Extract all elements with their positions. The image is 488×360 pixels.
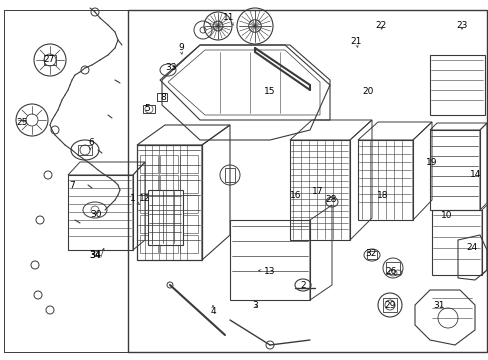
Text: 9: 9 [178, 42, 183, 51]
Text: 8: 8 [160, 93, 165, 102]
Text: 6: 6 [88, 139, 94, 148]
Bar [429, 130, 479, 210]
Text: 17: 17 [312, 188, 323, 197]
Bar [180, 215, 198, 233]
Bar [160, 235, 178, 253]
Text: 28: 28 [325, 195, 336, 204]
Bar [180, 235, 198, 253]
Bar [180, 155, 198, 173]
Text: 24: 24 [466, 243, 477, 252]
Text: 18: 18 [376, 192, 388, 201]
Bar [382, 298, 396, 312]
Bar [160, 155, 178, 173]
Text: 21: 21 [349, 37, 361, 46]
Text: 30: 30 [90, 211, 102, 220]
Text: 4: 4 [210, 307, 215, 316]
Bar [357, 140, 412, 220]
Text: 31: 31 [432, 301, 444, 310]
Bar [385, 262, 399, 274]
Text: 33: 33 [165, 63, 176, 72]
Bar [180, 195, 198, 213]
Text: 7: 7 [69, 181, 75, 190]
Bar [180, 175, 198, 193]
Bar [128, 10, 486, 352]
Bar [160, 175, 178, 193]
Bar [78, 145, 92, 155]
Text: 22: 22 [375, 21, 386, 30]
Bar [160, 195, 178, 213]
Text: 11: 11 [223, 13, 234, 22]
Text: 5: 5 [144, 104, 149, 113]
Text: 25: 25 [16, 118, 28, 127]
Text: 20: 20 [362, 87, 373, 96]
Bar [140, 235, 158, 253]
Text: 34: 34 [89, 251, 101, 260]
Text: 16: 16 [290, 192, 301, 201]
Text: 34: 34 [89, 250, 101, 260]
Text: 12: 12 [139, 194, 150, 203]
Bar [44, 55, 56, 65]
Text: 23: 23 [455, 21, 467, 30]
Bar [224, 168, 235, 182]
Bar [157, 93, 167, 101]
Text: 26: 26 [385, 267, 396, 276]
Bar [160, 215, 178, 233]
Text: 13: 13 [264, 267, 275, 276]
Bar [140, 215, 158, 233]
Text: 14: 14 [469, 171, 481, 180]
Bar [229, 220, 309, 300]
Bar [140, 195, 158, 213]
Bar [429, 55, 484, 115]
Text: 3: 3 [252, 301, 257, 310]
Bar [68, 175, 133, 250]
Text: 15: 15 [264, 87, 275, 96]
Bar [140, 175, 158, 193]
Text: 27: 27 [43, 55, 55, 64]
Bar [142, 105, 155, 113]
Bar [366, 251, 376, 259]
Bar [137, 145, 202, 260]
Text: 19: 19 [426, 158, 437, 167]
Text: 1: 1 [130, 194, 136, 203]
Text: 29: 29 [384, 301, 395, 310]
Text: 32: 32 [365, 248, 376, 257]
Bar [148, 190, 183, 245]
Text: 10: 10 [440, 211, 452, 220]
Bar [431, 210, 481, 275]
Text: 2: 2 [300, 280, 305, 289]
Bar [289, 140, 349, 240]
Bar [140, 155, 158, 173]
